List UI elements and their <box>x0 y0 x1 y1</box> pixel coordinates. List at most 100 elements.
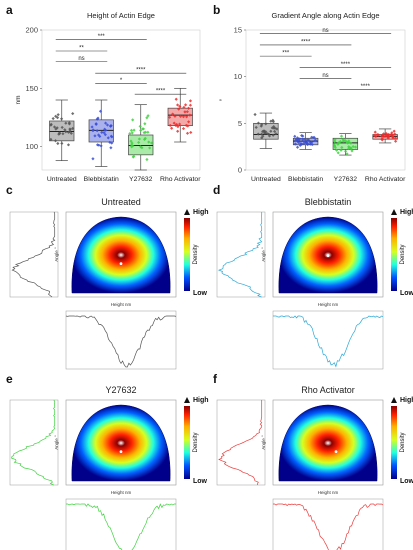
data-point <box>295 136 300 140</box>
significance-label: **** <box>136 68 146 74</box>
data-point <box>146 130 150 134</box>
data-point <box>99 144 103 148</box>
data-point <box>273 129 277 134</box>
data-point <box>146 114 150 118</box>
data-point <box>103 127 107 131</box>
data-point <box>333 138 337 142</box>
colorbar <box>184 218 190 291</box>
x-axis-label: Height nm <box>318 490 339 495</box>
data-point <box>345 141 350 145</box>
data-point <box>61 132 65 136</box>
data-point <box>110 141 114 145</box>
chart-title: Height of Actin Edge <box>87 11 155 20</box>
data-point <box>51 116 55 121</box>
box <box>128 134 154 156</box>
data-point <box>254 125 258 130</box>
bottom-profile-frame <box>65 498 177 550</box>
data-point <box>178 114 183 118</box>
data-point <box>293 134 297 138</box>
data-point <box>269 129 273 133</box>
colorbar-low-label: Low <box>400 478 413 485</box>
data-point <box>175 103 180 107</box>
density-blob <box>71 404 171 482</box>
data-point <box>69 131 73 135</box>
colorbar <box>184 406 190 479</box>
data-point <box>341 137 345 141</box>
left-profile-line <box>217 212 263 298</box>
data-point <box>55 116 60 120</box>
data-point <box>60 141 64 146</box>
data-point <box>188 103 193 107</box>
significance-label: ns <box>322 73 328 79</box>
data-point <box>274 132 278 136</box>
data-point <box>349 141 353 145</box>
data-point <box>337 141 341 145</box>
data-point <box>130 131 134 135</box>
panel-letter-d: d <box>213 183 221 197</box>
data-point <box>381 133 385 137</box>
data-point <box>271 133 275 137</box>
data-point <box>93 134 97 138</box>
data-point <box>181 126 186 131</box>
bottom-profile-frame <box>272 498 384 550</box>
data-point <box>57 132 62 136</box>
data-point <box>393 136 398 140</box>
significance-label: ns <box>322 28 328 34</box>
colorbar-label: Density <box>193 244 199 264</box>
data-point <box>345 140 349 144</box>
x-tick-label: Blebbistatin <box>288 176 323 183</box>
data-point <box>56 113 60 117</box>
data-point <box>296 140 301 145</box>
data-point <box>102 131 106 135</box>
data-point <box>173 114 177 118</box>
y-axis-label: Angle ° <box>54 247 59 262</box>
data-point <box>295 145 300 149</box>
y-tick-label: 0 <box>238 166 242 175</box>
significance-label: *** <box>98 34 106 40</box>
colorbar <box>391 218 397 291</box>
data-point <box>185 110 189 114</box>
data-point <box>91 129 95 133</box>
data-point <box>256 121 261 125</box>
y-tick-label: 150 <box>25 84 38 93</box>
data-point <box>373 130 377 134</box>
left-profile-frame <box>216 211 266 298</box>
data-point <box>349 146 353 150</box>
data-point <box>139 128 143 133</box>
left-profile-line <box>11 211 56 298</box>
box <box>332 137 359 150</box>
data-point <box>129 128 134 132</box>
x-tick-label: Blebbistatin <box>84 176 119 183</box>
data-point <box>185 131 190 135</box>
left-profile-frame <box>9 399 59 486</box>
x-axis-label: Height nm <box>111 490 132 495</box>
data-point <box>302 141 306 145</box>
heatmap-title: Rho Activator <box>301 385 355 395</box>
data-point <box>141 127 145 131</box>
box <box>49 120 75 142</box>
data-point <box>189 130 193 135</box>
data-point <box>269 119 273 123</box>
data-point <box>106 136 110 140</box>
data-point <box>171 112 175 116</box>
data-point <box>380 134 384 138</box>
panel-heatmap-y27632: Y27632 Height nm Angle ° High Low Density <box>9 385 209 550</box>
data-point <box>186 124 190 128</box>
data-point <box>130 141 134 145</box>
colorbar-label: Density <box>400 244 406 264</box>
data-point <box>312 135 316 140</box>
density-blob <box>278 404 378 482</box>
significance-label: ** <box>79 46 84 52</box>
y-axis-label: Angle ° <box>261 247 266 262</box>
data-point <box>103 132 107 137</box>
plot-frame <box>245 29 406 171</box>
data-point <box>71 126 75 131</box>
data-point <box>178 104 182 109</box>
data-point <box>301 137 305 141</box>
data-point <box>132 128 136 132</box>
data-point <box>149 141 154 145</box>
data-point <box>270 126 274 130</box>
data-point <box>90 125 94 129</box>
data-point <box>256 132 260 136</box>
colorbar-high-label: High <box>193 397 209 404</box>
